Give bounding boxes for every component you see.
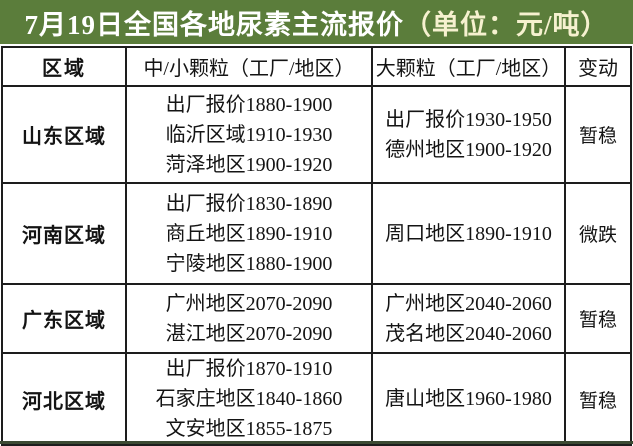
title-bar: 7月19日全国各地尿素主流报价 （单位：元/吨） xyxy=(0,0,633,44)
price-line: 菏泽地区1900-1920 xyxy=(165,153,333,176)
table-row-guangdong: 广东区域 广州地区2070-2090 湛江地区2070-2090 广州地区204… xyxy=(1,283,632,354)
price-line: 宁陵地区1880-1900 xyxy=(165,252,333,275)
bottom-cutoff-strip xyxy=(0,441,633,444)
price-line: 唐山地区1960-1980 xyxy=(385,388,552,410)
region-name: 河南区域 xyxy=(1,182,127,285)
price-line: 周口地区1890-1910 xyxy=(385,222,552,245)
small-granule-prices: 出厂报价1870-1910 石家庄地区1840-1860 文安地区1855-18… xyxy=(125,352,373,446)
header-large-granule: 大颗粒（工厂/地区） xyxy=(371,46,566,87)
price-line: 广州地区2070-2090 xyxy=(165,292,333,315)
price-line: 商丘地区1890-1910 xyxy=(165,222,333,245)
table-header-row: 区域 中/小颗粒（工厂/地区） 大颗粒（工厂/地区） 变动 xyxy=(1,46,632,87)
header-region: 区域 xyxy=(1,46,127,87)
price-line: 出厂报价1930-1950 xyxy=(385,108,552,131)
table-row-hebei: 河北区域 出厂报价1870-1910 石家庄地区1840-1860 文安地区18… xyxy=(1,352,632,446)
price-line: 临沂区域1910-1930 xyxy=(165,123,333,146)
price-line: 茂名地区2040-2060 xyxy=(385,322,552,345)
price-line: 湛江地区2070-2090 xyxy=(165,322,333,345)
region-name: 广东区域 xyxy=(1,283,127,354)
small-granule-prices: 出厂报价1830-1890 商丘地区1890-1910 宁陵地区1880-190… xyxy=(125,182,373,285)
price-line: 德州地区1900-1920 xyxy=(385,138,552,161)
price-table: 区域 中/小颗粒（工厂/地区） 大颗粒（工厂/地区） 变动 山东区域 出厂报价1… xyxy=(1,46,632,446)
change-status: 暂稳 xyxy=(564,283,632,354)
table-row-henan: 河南区域 出厂报价1830-1890 商丘地区1890-1910 宁陵地区188… xyxy=(1,182,632,285)
change-status: 暂稳 xyxy=(564,352,632,446)
header-small-granule: 中/小颗粒（工厂/地区） xyxy=(125,46,373,87)
large-granule-prices: 出厂报价1930-1950 德州地区1900-1920 xyxy=(371,85,566,184)
price-line: 石家庄地区1840-1860 xyxy=(155,388,343,410)
large-granule-prices: 广州地区2040-2060 茂名地区2040-2060 xyxy=(371,283,566,354)
region-name: 河北区域 xyxy=(1,352,127,446)
small-granule-prices: 出厂报价1880-1900 临沂区域1910-1930 菏泽地区1900-192… xyxy=(125,85,373,184)
price-line: 出厂报价1830-1890 xyxy=(165,192,333,215)
region-name: 山东区域 xyxy=(1,85,127,184)
price-line: 文安地区1855-1875 xyxy=(165,418,333,440)
price-line: 广州地区2040-2060 xyxy=(385,292,552,315)
page-title: 7月19日全国各地尿素主流报价 xyxy=(24,9,404,40)
change-status: 暂稳 xyxy=(564,85,632,184)
header-change: 变动 xyxy=(564,46,632,87)
change-status: 微跌 xyxy=(564,182,632,285)
price-line: 出厂报价1880-1900 xyxy=(165,93,333,116)
table-row-shandong: 山东区域 出厂报价1880-1900 临沂区域1910-1930 菏泽地区190… xyxy=(1,85,632,184)
large-granule-prices: 唐山地区1960-1980 xyxy=(371,352,566,446)
price-line: 出厂报价1870-1910 xyxy=(165,358,333,380)
page-title-unit: （单位：元/吨） xyxy=(403,9,609,40)
large-granule-prices: 周口地区1890-1910 xyxy=(371,182,566,285)
small-granule-prices: 广州地区2070-2090 湛江地区2070-2090 xyxy=(125,283,373,354)
